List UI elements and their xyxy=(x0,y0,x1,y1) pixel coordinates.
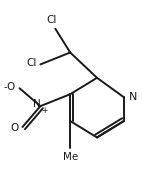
Text: +: + xyxy=(42,106,48,115)
Text: -O: -O xyxy=(4,82,16,92)
Text: N: N xyxy=(33,99,41,109)
Text: Cl: Cl xyxy=(46,15,57,25)
Text: N: N xyxy=(129,92,137,102)
Text: O: O xyxy=(11,123,19,133)
Text: Cl: Cl xyxy=(26,58,37,68)
Text: Me: Me xyxy=(63,152,78,162)
